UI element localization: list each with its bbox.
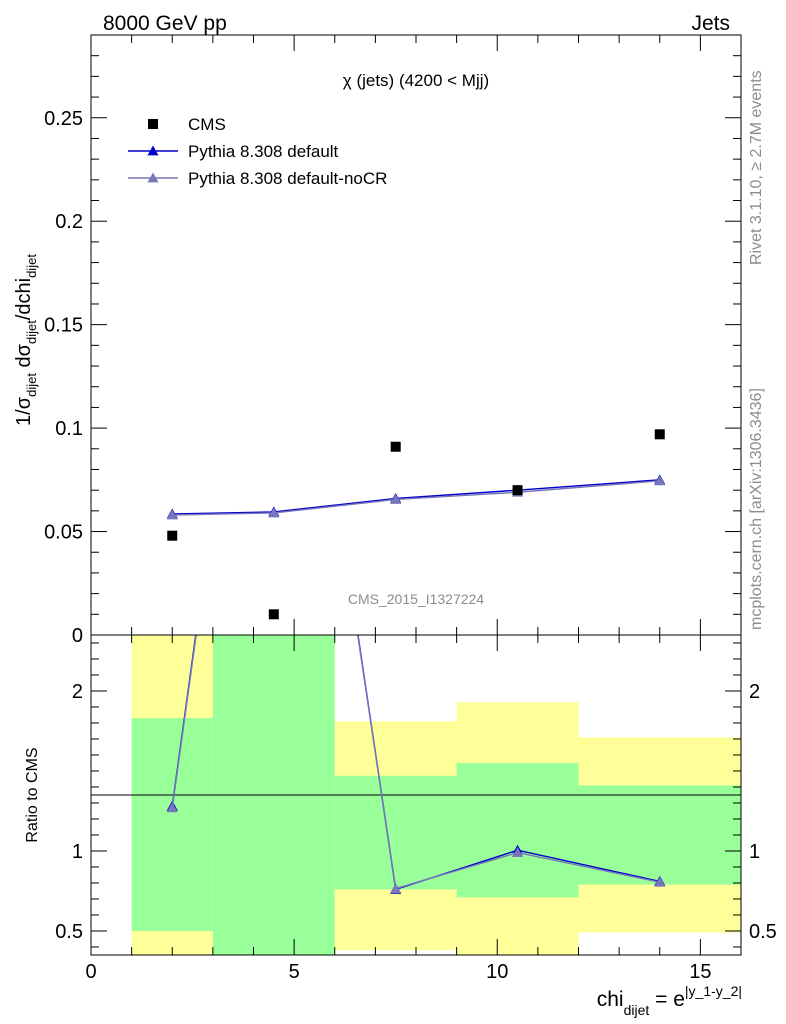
- process-label: Jets: [691, 12, 730, 35]
- legend-label: Pythia 8.308 default-noCR: [188, 169, 387, 188]
- x-tick-label: 0: [85, 961, 96, 983]
- ratio-series-marker: [390, 883, 402, 893]
- ratio-series-marker: [268, 70, 279, 80]
- cms-point: [512, 485, 523, 496]
- ratio-series-marker: [512, 847, 524, 857]
- cms-point: [654, 429, 665, 440]
- x-tick-label: 10: [486, 961, 508, 983]
- legend: CMS Pythia 8.308 default Pythia 8.308 defa…: [128, 115, 387, 188]
- ratio-series-marker: [268, 62, 279, 72]
- uncertainty-band-green: [578, 785, 741, 885]
- ratio-y-tick-label-right: 0.5: [749, 921, 777, 943]
- ratio-y-tick-label: 2: [72, 681, 83, 703]
- y-tick-label: 0.1: [55, 418, 83, 440]
- uncertainty-band-green: [334, 775, 457, 890]
- series-line: [172, 480, 660, 516]
- ratio-y-tick-label: 1: [72, 841, 83, 863]
- ratio-panel: 0.5 0.5 1 1 2 2 0 5 10 15 Ratio to CMS chidijet =…: [24, 62, 777, 1018]
- series-marker: [390, 493, 402, 504]
- ratio-series-marker: [166, 802, 178, 813]
- plot-title: χ (jets) (4200 < Mjj): [343, 71, 489, 90]
- cms-point: [268, 609, 279, 620]
- ratio-y-tick-label: 0.5: [55, 921, 83, 943]
- y-tick-label: 0.25: [44, 108, 83, 130]
- x-tick-label: 5: [289, 961, 300, 983]
- y-tick-label: 0: [72, 625, 83, 647]
- mcplots-label: mcplots.cern.ch [arXiv:1306.3436]: [748, 388, 765, 630]
- y-tick-label: 0.15: [44, 315, 83, 337]
- ratio-y-tick-label-right: 2: [749, 681, 760, 703]
- legend-marker: [148, 119, 158, 129]
- legend-label: CMS: [188, 115, 226, 134]
- energy-label: 8000 GeV pp: [103, 12, 227, 35]
- main-panel: 0 0.05 0.1 0.15 0.2 0.25 χ (jets) (4200 < Mjj…: [13, 34, 742, 647]
- ratio-y-axis-label: Ratio to CMS: [24, 747, 41, 842]
- ratio-series-marker: [654, 876, 666, 887]
- ratio-y-tick-label-right: 1: [749, 841, 760, 863]
- cms-point: [390, 441, 401, 452]
- uncertainty-band-green: [131, 718, 213, 931]
- x-tick-label: 15: [689, 961, 711, 983]
- y-tick-label: 0.05: [44, 522, 83, 544]
- uncertainty-band-green: [456, 763, 579, 898]
- series-marker: [654, 475, 666, 486]
- y-tick-label: 0.2: [55, 211, 83, 233]
- rivet-version-label: Rivet 3.1.10, ≥ 2.7M events: [748, 70, 765, 265]
- series-marker: [166, 509, 178, 520]
- cms-point: [167, 530, 178, 541]
- x-axis-label: chidijet = e|y_1-y_2|: [597, 983, 742, 1018]
- series-line: [172, 479, 660, 515]
- legend-marker: [147, 172, 159, 183]
- series-marker: [268, 507, 280, 518]
- legend-label: Pythia 8.308 default: [188, 142, 339, 161]
- main-y-axis-label: 1/σdijet dσdijet/dchidijet: [13, 254, 39, 426]
- analysis-watermark: CMS_2015_I1327224: [348, 591, 484, 607]
- legend-marker: [147, 145, 159, 156]
